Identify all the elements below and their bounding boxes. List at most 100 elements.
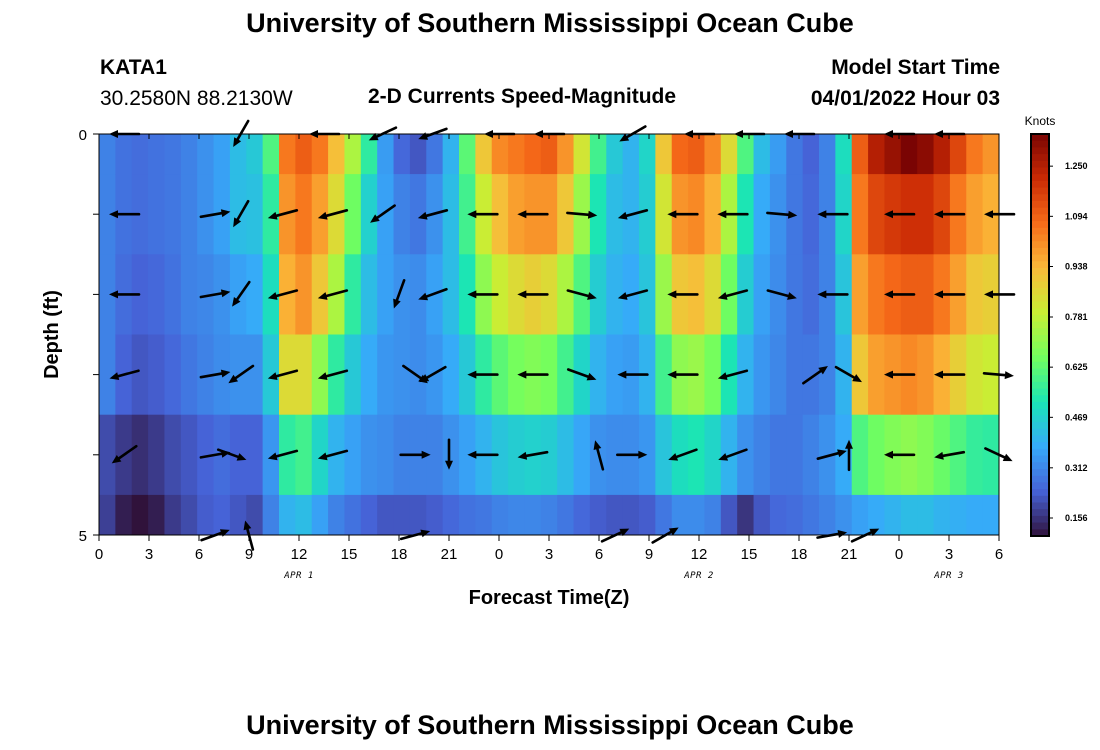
- heatmap-cell: [557, 174, 575, 255]
- heatmap-cell: [851, 174, 869, 255]
- heatmap-cell: [99, 494, 116, 535]
- heatmap-cell: [769, 334, 787, 416]
- heatmap-cell: [180, 494, 198, 535]
- heatmap-cell: [606, 254, 624, 335]
- date-label: APR 1: [283, 571, 314, 581]
- current-arrow: [668, 448, 698, 461]
- heatmap-cell: [933, 494, 951, 535]
- heatmap-cell: [344, 334, 362, 416]
- colorbar-segment: [1031, 154, 1049, 162]
- heatmap-cell: [148, 254, 166, 335]
- x-tick-label: 3: [545, 546, 553, 563]
- colorbar-segment: [1031, 435, 1049, 443]
- station-coords: 30.2580N 88.2130W: [100, 87, 293, 110]
- colorbar-segment: [1031, 207, 1049, 215]
- current-arrow: [517, 450, 549, 460]
- heatmap-cell: [393, 174, 411, 255]
- current-arrow: [816, 449, 847, 460]
- current-arrow: [566, 289, 597, 300]
- colorbar-segment: [1031, 268, 1049, 276]
- heatmap-cell: [704, 174, 722, 255]
- heatmap-cell: [688, 414, 706, 496]
- heatmap-cell: [622, 494, 640, 535]
- heatmap-cell: [786, 334, 804, 416]
- heatmap-cell: [311, 494, 329, 535]
- heatmap-cell: [148, 174, 166, 255]
- colorbar-tick-label: 0.781: [1065, 312, 1088, 322]
- heatmap-cell: [180, 414, 198, 496]
- heatmap-cell: [426, 414, 444, 496]
- current-arrow: [934, 450, 966, 460]
- colorbar-segment: [1031, 368, 1049, 376]
- current-arrow: [111, 444, 138, 464]
- current-arrow: [309, 130, 341, 138]
- heatmap-cell: [835, 494, 853, 535]
- current-arrow: [317, 209, 349, 220]
- heatmap-cell: [246, 174, 264, 255]
- heatmap-cell: [360, 334, 378, 416]
- heatmap-cell: [148, 334, 166, 416]
- current-arrow: [766, 289, 797, 300]
- colorbar-segment: [1031, 274, 1049, 282]
- heatmap-cell: [802, 334, 820, 416]
- heatmap-cell: [311, 334, 329, 416]
- current-arrow: [667, 210, 699, 219]
- heatmap-cell: [164, 414, 182, 496]
- heatmap-cell: [131, 414, 149, 496]
- colorbar-segment: [1031, 160, 1049, 168]
- heatmap-cell: [589, 254, 607, 335]
- colorbar-tick-label: 0.938: [1065, 261, 1088, 271]
- heatmap-cell: [459, 134, 476, 175]
- heatmap-cell: [409, 174, 427, 255]
- heatmap-cell: [589, 174, 607, 255]
- page-title: University of Southern Mississippi Ocean…: [246, 8, 854, 38]
- current-arrow: [109, 130, 141, 138]
- heatmap-cell: [459, 494, 476, 535]
- x-tick-label: 21: [841, 546, 858, 563]
- heatmap-cell: [180, 254, 198, 335]
- heatmap-cell: [344, 494, 362, 535]
- heatmap-cell: [459, 174, 476, 255]
- heatmap-cell: [671, 134, 689, 175]
- heatmap-cell: [262, 254, 280, 335]
- current-arrow: [718, 448, 748, 461]
- heatmap-cell: [802, 414, 820, 496]
- model-start-value: 04/01/2022 Hour 03: [810, 87, 1000, 110]
- heatmap-cell: [180, 334, 198, 416]
- heatmap-cell: [949, 414, 967, 496]
- heatmap-cell: [655, 334, 673, 416]
- colorbar-segment: [1031, 348, 1049, 356]
- heatmap-cell: [475, 494, 493, 535]
- colorbar-segment: [1031, 515, 1049, 524]
- colorbar-segment: [1031, 422, 1049, 430]
- x-tick-label: 9: [645, 546, 653, 563]
- heatmap-cell: [639, 174, 656, 255]
- heatmap-cell: [737, 134, 755, 175]
- heatmap: [99, 134, 999, 535]
- current-arrow: [199, 289, 231, 299]
- heatmap-cell: [279, 494, 296, 535]
- current-arrow: [934, 290, 966, 299]
- current-arrow: [816, 530, 848, 539]
- colorbar-segment: [1031, 247, 1049, 256]
- colorbar-segment: [1031, 502, 1049, 510]
- current-arrow: [734, 130, 766, 138]
- current-arrow: [616, 450, 648, 459]
- heatmap-cell: [982, 494, 999, 535]
- heatmap-cell: [639, 134, 656, 175]
- heatmap-cell: [115, 494, 133, 535]
- heatmap-cell: [311, 134, 329, 175]
- heatmap-cell: [115, 134, 133, 175]
- heatmap-cell: [704, 254, 722, 335]
- x-tick-label: 12: [691, 546, 708, 563]
- heatmap-cell: [704, 414, 722, 496]
- date-label: APR 2: [683, 571, 714, 581]
- colorbar-segment: [1031, 375, 1049, 383]
- current-arrow: [934, 210, 966, 219]
- current-arrow: [667, 290, 699, 299]
- heatmap-cell: [491, 494, 509, 535]
- current-arrow: [884, 450, 916, 459]
- colorbar-tick-label: 0.469: [1065, 412, 1088, 422]
- current-arrow: [267, 449, 299, 461]
- heatmap-cell: [180, 174, 198, 255]
